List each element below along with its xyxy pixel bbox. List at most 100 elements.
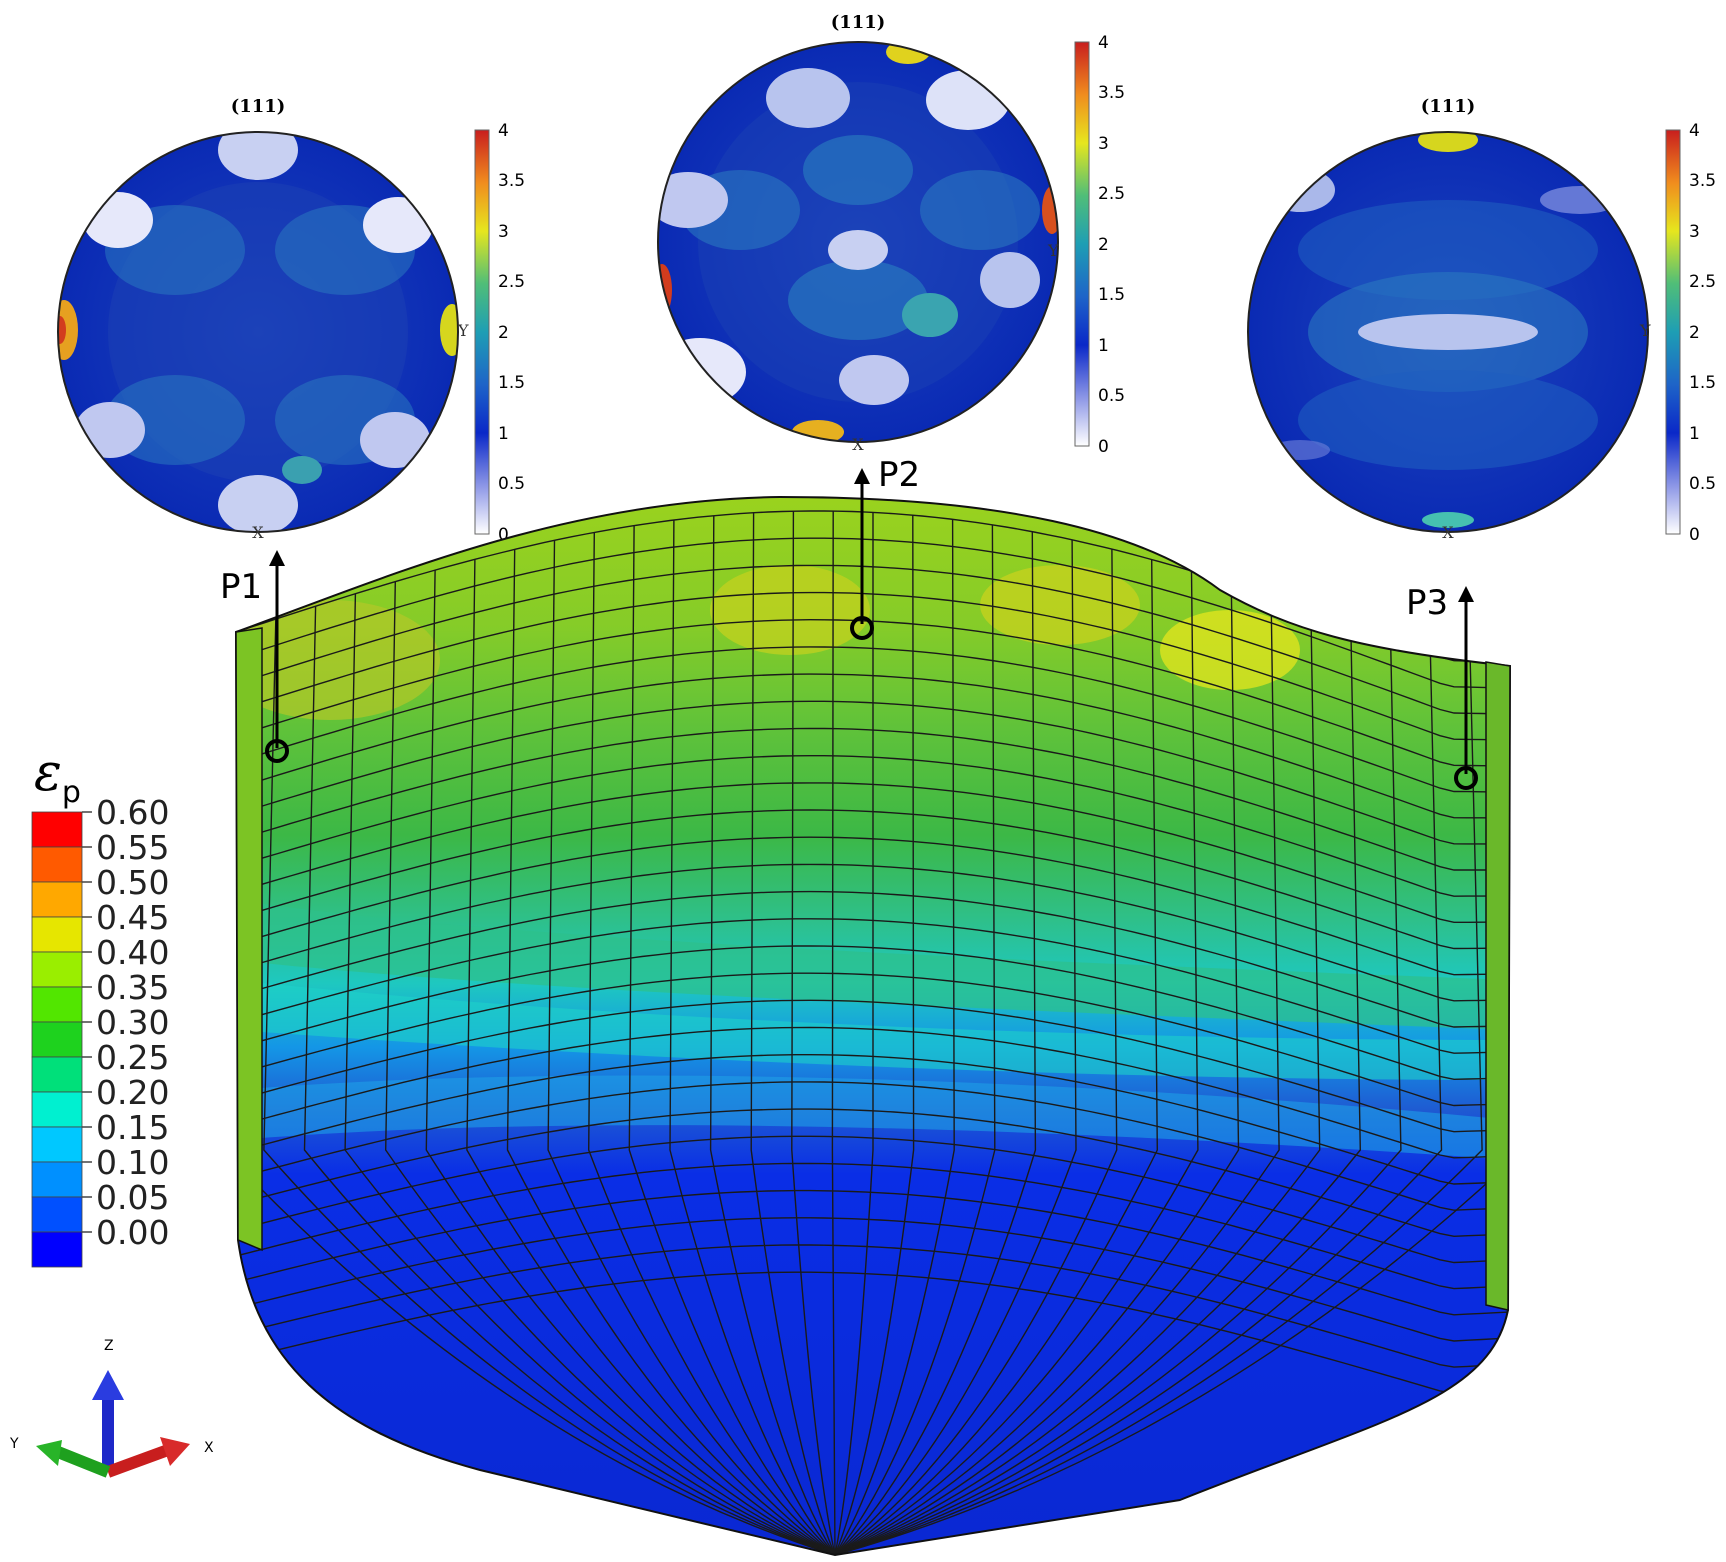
legend-value: 0.35 <box>96 968 169 1007</box>
legend-swatch <box>31 1196 83 1233</box>
mesh-line <box>425 570 836 1555</box>
mesh-line <box>834 549 1118 1555</box>
colorbar-tick: 3.5 <box>1689 171 1716 191</box>
legend-value: 0.60 <box>96 793 169 832</box>
legend-swatch <box>31 1091 83 1128</box>
colorbar-tick: 1 <box>1689 424 1700 444</box>
x-axis-label: X <box>252 523 264 542</box>
mesh-line <box>834 653 1443 1555</box>
mesh-line <box>547 540 836 1555</box>
legend-swatch <box>31 1021 83 1058</box>
colorbar-tick: 3 <box>1098 134 1109 154</box>
legend-swatch <box>31 1231 83 1268</box>
mesh-line <box>834 512 874 1555</box>
legend-value: 0.05 <box>96 1178 169 1217</box>
mesh-line <box>466 559 836 1555</box>
cup-wall-edge-right <box>1485 661 1511 1311</box>
colorbar-tick: 1.5 <box>498 373 525 393</box>
mesh-line <box>236 1244 1510 1368</box>
mesh-line <box>831 511 836 1555</box>
x-axis-label: X <box>852 435 864 454</box>
arrow-up-icon <box>1458 586 1474 602</box>
legend-swatch <box>31 986 83 1023</box>
mesh-line <box>709 515 836 1555</box>
colorbar-ticks: 4 3.5 3 2.5 2 1.5 1 0.5 0 <box>1098 33 1125 457</box>
legend-value: 0.25 <box>96 1038 169 1077</box>
colorbar-tick: 0.5 <box>1689 474 1716 494</box>
pole-figure-colorbar <box>1074 41 1090 447</box>
colorbar-tick: 1.5 <box>1689 373 1716 393</box>
legend-swatch <box>31 1161 83 1198</box>
pole-figure-title: (111) <box>1421 96 1476 117</box>
mesh-line <box>834 539 1077 1555</box>
legend-value: 0.55 <box>96 828 169 867</box>
mesh-line <box>587 532 836 1555</box>
colorbar-ticks: 4 3.5 3 2.5 2 1.5 1 0.5 0 <box>498 121 525 545</box>
mesh-line <box>834 609 1321 1555</box>
colorbar-tick: 4 <box>498 121 509 141</box>
pole-figure-colorbar <box>1665 129 1681 535</box>
fe-mesh-cup <box>234 495 1512 1557</box>
legend-swatch <box>31 811 83 848</box>
x-axis-arrow-icon <box>160 1437 190 1466</box>
strain-legend: εp 0.600.550.500.450.400.350.300.250.200… <box>31 743 169 1268</box>
y-axis-label: Y <box>1047 241 1059 260</box>
colorbar-tick: 3.5 <box>1098 83 1125 103</box>
mesh-line <box>344 593 836 1555</box>
y-axis-arrow-icon <box>36 1440 62 1466</box>
point-marker-p2: P2 <box>850 455 920 640</box>
legend-value: 0.20 <box>96 1073 169 1112</box>
mesh-line <box>834 570 1199 1555</box>
legend-value: 0.40 <box>96 933 169 972</box>
legend-swatch <box>31 846 83 883</box>
colorbar-tick: 0 <box>1098 437 1109 457</box>
colorbar-ticks: 4 3.5 3 2.5 2 1.5 1 0.5 0 <box>1689 121 1716 545</box>
legend-symbol-main: ε <box>34 743 62 803</box>
mesh-line <box>750 512 836 1555</box>
mesh-line <box>834 638 1402 1555</box>
pole-figure-title: (111) <box>231 96 286 117</box>
legend-swatch <box>31 916 83 953</box>
point-label: P3 <box>1406 583 1448 623</box>
mesh-line <box>236 1217 1510 1342</box>
legend-labels: 0.600.550.500.450.400.350.300.250.200.15… <box>82 793 169 1252</box>
colorbar-tick: 4 <box>1689 121 1700 141</box>
x-axis-label: X <box>1442 523 1454 542</box>
y-axis-label: Y <box>457 321 469 340</box>
y-axis-label: Y <box>1639 321 1651 340</box>
mesh-line <box>834 596 1280 1555</box>
legend-value: 0.15 <box>96 1108 169 1147</box>
mesh-line <box>236 1162 1510 1290</box>
coordinate-triad: Z Y X <box>9 1338 214 1478</box>
point-label: P2 <box>878 455 920 495</box>
point-marker-p1: P1 <box>220 550 289 763</box>
pole-figure-p2: (111) X Y 4 3.5 3 <box>657 12 1125 457</box>
colorbar-tick: 1.5 <box>1098 285 1125 305</box>
colorbar-tick: 2 <box>1689 323 1700 343</box>
mesh-line <box>834 515 915 1555</box>
colorbar-tick: 2.5 <box>498 272 525 292</box>
mesh-line <box>834 661 1510 1555</box>
colorbar-tick: 0 <box>498 525 509 545</box>
colorbar-tick: 3 <box>498 222 509 242</box>
colorbar-tick: 1 <box>498 424 509 444</box>
pole-figure-p1: (111) X Y 4 3.5 3 2.5 2 <box>57 96 525 545</box>
legend-symbol-subscript: p <box>62 775 81 810</box>
legend-swatches <box>31 811 83 1268</box>
colorbar-tick: 0 <box>1689 525 1700 545</box>
mesh-line <box>834 531 1037 1555</box>
z-axis-arrow-icon <box>92 1370 124 1400</box>
legend-swatch <box>31 1126 83 1163</box>
mesh-line <box>506 549 836 1555</box>
mesh-line <box>834 583 1240 1555</box>
colorbar-tick: 0.5 <box>1098 386 1125 406</box>
colorbar-tick: 4 <box>1098 33 1109 53</box>
cup-wall-edge-left <box>235 627 263 1252</box>
legend-value: 0.30 <box>96 1003 169 1042</box>
colorbar-tick: 3 <box>1689 222 1700 242</box>
pole-figure-title: (111) <box>831 12 886 33</box>
pole-figure-p3: (111) X Y 4 3.5 3 2.5 2 1.5 1 0.5 0 <box>1247 96 1716 545</box>
mesh-line <box>263 618 836 1555</box>
mesh-line <box>303 606 836 1555</box>
